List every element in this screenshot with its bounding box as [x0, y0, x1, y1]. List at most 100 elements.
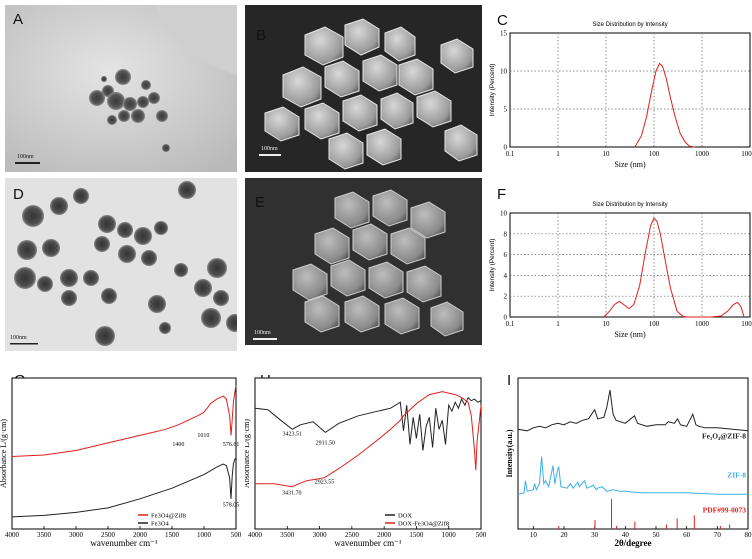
- y-tick-label: 6: [504, 251, 508, 259]
- x-tick-label: 10000: [741, 150, 752, 158]
- x-tick-label: 4000: [248, 531, 263, 539]
- series-fe-o-zif-8-line: [517, 390, 749, 432]
- x-tick-label: 30: [591, 531, 599, 539]
- panel-label-b: B: [256, 27, 267, 44]
- x-tick-label: 2000: [133, 531, 148, 539]
- x-tick-label: 500: [231, 531, 242, 539]
- y-tick-label: 4: [504, 272, 508, 280]
- x-tick-label: 10: [530, 531, 538, 539]
- x-tick-label: 1500: [409, 531, 424, 539]
- series-fe3o4-zif8-line: [11, 385, 237, 457]
- y-tick-label: 2: [504, 293, 508, 301]
- y-axis-label: Intensity (Percent): [489, 64, 496, 117]
- x-tick-label: 100: [649, 320, 660, 328]
- panel-label-i: I: [507, 372, 512, 389]
- x-tick-label: 1000: [695, 320, 710, 328]
- sem-image-b: [245, 5, 482, 172]
- y-tick-label: 0: [504, 314, 508, 322]
- x-tick-label: 3500: [37, 531, 52, 539]
- chart-i-xrd: 10 20 30 40 50 60 70 80 2θ/degree Intensity(a.u.)…: [505, 377, 752, 548]
- peak-annotation: 2923.55: [315, 480, 335, 486]
- panel-e-sem-image: E 100nm: [245, 178, 482, 345]
- series-label: PDF#99-0073: [703, 505, 747, 514]
- x-tick-label: 3000: [313, 531, 328, 539]
- panel-label-f: F: [497, 186, 507, 203]
- x-tick-label: 1000: [442, 531, 457, 539]
- x-axis-label: Size (nm): [614, 330, 646, 339]
- series-fe3o4-line: [11, 457, 237, 518]
- y-axis-label: Absorbance L/(g·cm): [0, 419, 8, 488]
- x-tick-label: 1000: [695, 150, 710, 158]
- peak-annotation: 1010: [197, 433, 209, 439]
- x-tick-label: 2500: [345, 531, 360, 539]
- panel-d-tem-image: D 100nm: [5, 178, 237, 351]
- series-zif-8-line: [517, 456, 748, 495]
- plot-frame: [254, 377, 482, 530]
- y-tick-label: 8: [504, 230, 508, 238]
- scale-bar-label-e: 100nm: [254, 330, 271, 336]
- x-tick-label: 60: [683, 531, 691, 539]
- x-tick-label: 2000: [377, 531, 392, 539]
- y-tick-label: 10: [500, 68, 508, 76]
- y-tick-label: 15: [500, 30, 508, 38]
- panel-a-tem-image: A 100nm: [5, 5, 237, 172]
- x-tick-label: 1000: [197, 531, 212, 539]
- chart-g-ftir: 4000 3500 3000 2500 2000 1500 1000 500 wavenumbe…: [0, 377, 242, 548]
- chart-h-ftir: 4000 3500 3000 2500 2000 1500 1000 500 wavenumbe…: [245, 377, 487, 548]
- panel-label-a: A: [13, 11, 24, 28]
- sem-image-e: [245, 178, 482, 345]
- legend-label: DOX-Fe3O4@Zif8: [398, 521, 449, 528]
- series-line-size-distribution: [634, 62, 695, 148]
- panel-label-c: C: [497, 12, 508, 29]
- x-tick-label: 1500: [165, 531, 180, 539]
- x-tick-label: 500: [476, 531, 487, 539]
- legend-label: Fe3O4@Zif8: [151, 513, 186, 520]
- tem-image-d: [5, 178, 237, 351]
- series-label: ZIF-8: [727, 471, 746, 480]
- x-axis-label: wavenumber cm⁻¹: [90, 538, 157, 548]
- x-tick-label: 4000: [5, 531, 20, 539]
- series-dox-line: [254, 396, 482, 451]
- panel-b-sem-image: B 100nm: [245, 5, 482, 172]
- x-tick-label: 20: [561, 531, 569, 539]
- peak-annotation: 2911.50: [316, 440, 335, 446]
- peak-annotation: 3423.51: [283, 431, 303, 437]
- scale-bar-label-b: 100nm: [261, 146, 278, 152]
- x-tick-label: 40: [622, 531, 630, 539]
- series-label: Fe₃O₄@ZIF-8: [702, 431, 746, 440]
- panel-label-d: D: [13, 186, 24, 203]
- x-tick-label: 10: [603, 150, 611, 158]
- x-tick-label: 10: [603, 320, 611, 328]
- peak-annotation: 578.05: [223, 502, 240, 508]
- x-tick-label: 50: [653, 531, 661, 539]
- x-axis-label: Size (nm): [614, 160, 646, 169]
- chart-f-size-distribution: 0.1 1 10 100 1000 10000 0 2 4 6 8 10 Size Distributi…: [489, 202, 752, 339]
- plot-frame: [509, 32, 751, 148]
- peak-annotation: 3431.70: [282, 490, 302, 496]
- series-dox-fe3o4-zif8-line: [255, 391, 482, 488]
- tem-image-a: [5, 5, 237, 172]
- x-axis-label: 2θ/degree: [614, 538, 651, 548]
- x-tick-label: 1: [556, 320, 560, 328]
- y-axis-label: Absorbance L/(g·cm): [245, 419, 251, 488]
- x-tick-label: 100: [649, 150, 660, 158]
- x-tick-label: 1: [556, 150, 560, 158]
- legend-label: DOX: [398, 513, 412, 520]
- x-tick-label: 70: [714, 531, 722, 539]
- chart-c-size-distribution: 0.1 1 10 100 1000 10000 0 5 10 15 Size Distributio…: [489, 22, 752, 169]
- scale-bar-label-a: 100nm: [17, 154, 34, 160]
- y-axis-label: Intensity(a.u.): [505, 429, 514, 477]
- plot-frame: [517, 377, 749, 530]
- x-tick-label: 10000: [741, 320, 752, 328]
- plot-frame: [509, 212, 751, 318]
- peak-annotation: 576.61: [223, 442, 240, 448]
- chart-title: Size Distribution by Intensity: [592, 22, 667, 28]
- peak-annotation: 1400: [172, 442, 184, 448]
- y-tick-label: 5: [504, 106, 508, 114]
- x-tick-label: 3500: [280, 531, 295, 539]
- y-tick-label: 10: [500, 210, 508, 218]
- plot-frame: [11, 377, 237, 530]
- panel-label-e: E: [255, 194, 266, 211]
- scale-bar-label-d: 100nm: [10, 335, 27, 341]
- x-axis-label: wavenumber cm⁻¹: [334, 538, 401, 548]
